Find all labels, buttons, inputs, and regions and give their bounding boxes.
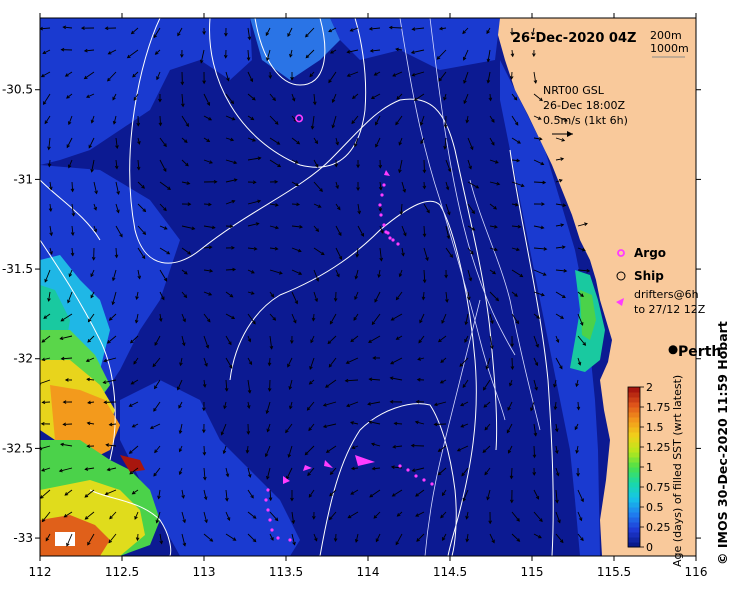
- colorbar-label: Age (days) of filled SST (wrt latest): [671, 375, 684, 567]
- drifter-position: [388, 236, 391, 239]
- x-tick-label: 113.5: [269, 565, 303, 579]
- y-tick-label: -32.5: [2, 441, 33, 455]
- x-tick-label: 112.5: [105, 565, 139, 579]
- colorbar-tick-label: 0.75: [646, 481, 671, 494]
- x-tick-label: 115.5: [597, 565, 631, 579]
- colorbar-segment: [628, 457, 640, 463]
- colorbar-segment: [628, 412, 640, 418]
- product-time: 26-Dec 18:00Z: [543, 99, 625, 112]
- colorbar-tick-label: 0.5: [646, 501, 664, 514]
- drifter-legend-line2: to 27/12 12Z: [634, 303, 706, 316]
- drifter-position: [398, 464, 401, 467]
- drifter-position: [384, 230, 387, 233]
- product-name: NRT00 GSL: [543, 84, 605, 97]
- drifter-position: [270, 528, 273, 531]
- x-tick-label: 114: [357, 565, 380, 579]
- argo-legend-label: Argo: [634, 246, 666, 260]
- colorbar-segment: [628, 427, 640, 433]
- colorbar-segment: [628, 492, 640, 498]
- drifter-position: [266, 508, 269, 511]
- colorbar-segment: [628, 467, 640, 473]
- colorbar-segment: [628, 477, 640, 483]
- colorbar-tick-label: 1.5: [646, 421, 664, 434]
- map-title: 26-Dec-2020 04Z: [512, 31, 636, 46]
- x-tick-label: 113: [193, 565, 216, 579]
- drifter-position: [396, 242, 399, 245]
- colorbar-segment: [628, 452, 640, 458]
- colorbar-segment: [628, 407, 640, 413]
- current-vector: [534, 446, 535, 457]
- y-tick-label: -31: [13, 172, 33, 186]
- colorbar-segment: [628, 437, 640, 443]
- drifter-position: [379, 213, 382, 216]
- velocity-scale-label: 0.5m/s (1kt 6h): [543, 114, 628, 127]
- colorbar-segment: [628, 442, 640, 448]
- colorbar-segment: [628, 422, 640, 428]
- colorbar-segment: [628, 417, 640, 423]
- y-tick-label: -30.5: [2, 83, 33, 97]
- y-tick-label: -33: [13, 531, 33, 545]
- drifter-position: [264, 498, 267, 501]
- colorbar-segment: [628, 462, 640, 468]
- colorbar-segment: [628, 472, 640, 478]
- colorbar-tick-label: 1.75: [646, 401, 671, 414]
- colorbar-segment: [628, 502, 640, 508]
- colorbar-segment: [628, 487, 640, 493]
- drifter-position: [430, 482, 433, 485]
- ship-legend-label: Ship: [634, 269, 664, 283]
- depth-legend-200m: 200m: [650, 29, 682, 42]
- drifter-position: [378, 203, 381, 206]
- colorbar-tick-label: 0.25: [646, 521, 671, 534]
- y-tick-label: -32: [13, 352, 33, 366]
- colorbar-segment: [628, 497, 640, 503]
- colorbar-segment: [628, 517, 640, 523]
- drifter-position: [391, 238, 394, 241]
- x-tick-label: 116: [685, 565, 708, 579]
- x-tick-label: 114.5: [433, 565, 467, 579]
- colorbar-segment: [628, 447, 640, 453]
- drifter-position: [406, 468, 409, 471]
- colorbar-segment: [628, 522, 640, 528]
- colorbar-tick-label: 0: [646, 541, 653, 554]
- drifter-position: [380, 193, 383, 196]
- drifter-legend-line1: drifters@6h: [634, 288, 699, 301]
- colorbar-segment: [628, 392, 640, 398]
- y-tick-label: -31.5: [2, 262, 33, 276]
- drifter-position: [382, 223, 385, 226]
- imos-credit: © IMOS 30-Dec-2020 11:59 Hobart: [715, 321, 730, 565]
- drifter-position: [414, 474, 417, 477]
- x-tick-label: 112: [29, 565, 52, 579]
- current-vector: [390, 27, 402, 28]
- colorbar-tick-label: 1.25: [646, 441, 671, 454]
- colorbar-segment: [628, 482, 640, 488]
- colorbar-segment: [628, 402, 640, 408]
- colorbar-segment: [628, 537, 640, 543]
- drifter-position: [288, 538, 291, 541]
- colorbar-segment: [628, 527, 640, 533]
- colorbar-segment: [628, 387, 640, 393]
- colorbar-segment: [628, 507, 640, 513]
- colorbar-tick-label: 1: [646, 461, 653, 474]
- x-tick-label: 115: [521, 565, 544, 579]
- colorbar-segment: [628, 512, 640, 518]
- drifter-position: [382, 183, 385, 186]
- drifter-position: [268, 518, 271, 521]
- drifter-position: [266, 488, 269, 491]
- depth-legend-1000m: 1000m: [650, 42, 689, 55]
- colorbar-segment: [628, 432, 640, 438]
- drifter-position: [422, 478, 425, 481]
- colorbar-tick-label: 2: [646, 381, 653, 394]
- colorbar-segment: [628, 532, 640, 538]
- drifter-position: [276, 536, 279, 539]
- colorbar-segment: [628, 397, 640, 403]
